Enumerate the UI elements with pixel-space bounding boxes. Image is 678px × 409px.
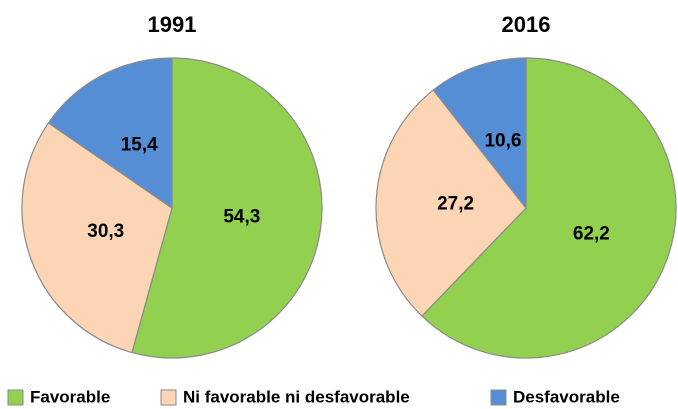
legend-swatch — [490, 389, 507, 406]
pie-slice — [21, 122, 173, 354]
data-label: 54,3 — [223, 207, 260, 228]
legend-label: Desfavorable — [513, 387, 620, 406]
data-label: 30,3 — [87, 221, 124, 242]
legend-label: Ni favorable ni desfavorable — [183, 387, 410, 406]
pie-slice — [421, 57, 677, 359]
pie-slice — [375, 89, 527, 317]
pie-slice — [47, 57, 173, 210]
data-label: 27,2 — [437, 193, 474, 214]
legend-swatch — [7, 389, 24, 406]
data-label: 10,6 — [484, 130, 521, 151]
legend-swatch — [160, 389, 177, 406]
pie-slice — [131, 57, 323, 359]
legend-label: Favorable — [30, 387, 110, 406]
chart-title: 2016 — [502, 12, 551, 37]
data-label: 15,4 — [121, 135, 158, 156]
chart-title: 1991 — [148, 12, 197, 37]
data-label: 62,2 — [573, 223, 610, 244]
pie-slice — [432, 57, 527, 210]
